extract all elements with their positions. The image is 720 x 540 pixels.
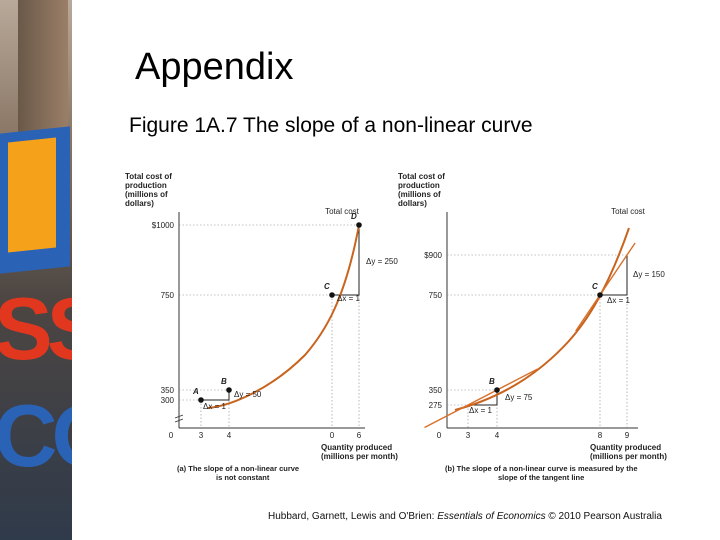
point-b [494, 387, 500, 393]
delta-y-annotation: Δy = 150 [633, 270, 665, 279]
x-axis-label-line: Quantity produced [321, 443, 392, 452]
delta-x-annotation: Δx = 1 [469, 406, 492, 415]
x-tick-label: 0 [330, 431, 335, 440]
y-axis-label-line: (millions of [125, 190, 168, 199]
y-axis-label-line: production [125, 181, 167, 190]
point-label: A [192, 387, 199, 396]
delta-x-annotation: Δx = 1 [337, 294, 360, 303]
guide-lines [447, 254, 628, 428]
panel-caption: (b) The slope of a non-linear curve is m… [445, 464, 638, 482]
cover-arm [18, 0, 68, 140]
total-cost-curve [207, 224, 360, 409]
chart-panel-a: Total cost of production (millions of do… [125, 172, 398, 482]
x-tick-label: 0 [169, 431, 174, 440]
caption-line: slope of the tangent line [498, 473, 584, 482]
panel-caption: (a) The slope of a non-linear curve is n… [177, 464, 299, 482]
caption-line: (a) The slope of a non-linear curve [177, 464, 299, 473]
tangent-lines [424, 242, 636, 429]
point-a [198, 397, 204, 403]
cover-photo: SS CO [0, 0, 72, 540]
point-b [226, 387, 232, 393]
x-axis-label-line: (millions per month) [321, 452, 398, 461]
points-layer: A B C D [192, 212, 362, 403]
caption-line: is not constant [216, 473, 270, 482]
change-triangle [332, 225, 360, 296]
delta-y-annotation: Δy = 50 [234, 390, 262, 399]
x-tick-label: 9 [625, 431, 630, 440]
delta-x-annotation: Δx = 1 [203, 402, 226, 411]
tangent-line [575, 242, 636, 332]
change-annotations: Δy = 150 Δx = 1 Δy = 75 Δx = 1 [469, 270, 665, 415]
y-axis-label-line: dollars) [398, 199, 427, 208]
y-axis-label-line: Total cost of [398, 172, 445, 181]
axis-break-mark [174, 414, 184, 423]
delta-y-annotation: Δy = 75 [505, 393, 533, 402]
y-tick-label: 350 [429, 386, 443, 395]
point-label: B [489, 377, 495, 386]
x-axis-label-line: (millions per month) [590, 452, 667, 461]
delta-y-annotation: Δy = 250 [366, 257, 398, 266]
change-annotations: Δy = 250 Δx = 1 Δy = 50 Δx = 1 [203, 257, 398, 411]
y-axis-label-line: dollars) [125, 199, 154, 208]
tangent-line [424, 368, 538, 429]
x-tick-label: 4 [495, 431, 500, 440]
x-tick-label: 0 [437, 431, 442, 440]
change-triangle [600, 255, 628, 296]
footer-copyright: © 2010 Pearson Australia [545, 511, 662, 522]
y-axis-label-line: Total cost of [125, 172, 172, 181]
cover-letters-co: CO [0, 386, 72, 485]
cover-letters-ss: SS [0, 279, 72, 378]
change-triangle [201, 390, 230, 401]
x-tick-label: 3 [466, 431, 471, 440]
chart-panel-b: Total cost of production (millions of do… [398, 172, 667, 482]
guide-lines [179, 224, 360, 428]
footer-authors: Hubbard, Garnett, Lewis and O'Brien: [268, 511, 438, 522]
y-tick-label: 750 [161, 291, 175, 300]
cover-book-strip [8, 137, 56, 253]
point-label: D [351, 212, 357, 221]
caption-line: (b) The slope of a non-linear curve is m… [445, 464, 638, 473]
series-label: Total cost [611, 207, 646, 216]
y-tick-label: 750 [429, 291, 443, 300]
y-axis-label-line: production [398, 181, 440, 190]
x-tick-label: 3 [199, 431, 204, 440]
points-layer: BC [489, 282, 603, 393]
point-c [329, 292, 335, 298]
x-axis-label-line: Quantity produced [590, 443, 661, 452]
point-c [597, 292, 603, 298]
y-tick-label: $900 [424, 251, 442, 260]
total-cost-curve [454, 227, 630, 411]
series-label: Total cost [325, 207, 360, 216]
total-cost-curve-layer [207, 224, 360, 409]
copyright-footer: Hubbard, Garnett, Lewis and O'Brien: Ess… [268, 511, 662, 522]
y-tick-label: $1000 [152, 221, 175, 230]
point-label: C [324, 282, 330, 291]
slide-title: Appendix [135, 46, 294, 88]
x-tick-label: 4 [227, 431, 232, 440]
y-tick-label: 300 [161, 396, 175, 405]
y-axis-label-line: (millions of [398, 190, 441, 199]
delta-x-annotation: Δx = 1 [607, 296, 630, 305]
x-axis-label: Quantity produced (millions per month) [321, 443, 398, 461]
point-label: B [221, 377, 227, 386]
total-cost-curve-layer [454, 227, 630, 411]
y-tick-label: 350 [161, 386, 175, 395]
y-tick-label: 275 [429, 401, 443, 410]
x-axis-label: Quantity produced (millions per month) [590, 443, 667, 461]
x-tick-label: 8 [598, 431, 603, 440]
x-tick-label: 6 [357, 431, 362, 440]
footer-book-title: Essentials of Economics [437, 511, 546, 522]
figure-title: Figure 1A.7 The slope of a non-linear cu… [129, 114, 533, 137]
y-axis-label: Total cost of production (millions of do… [125, 172, 172, 208]
y-axis-label: Total cost of production (millions of do… [398, 172, 445, 208]
point-d [356, 222, 362, 228]
point-label: C [592, 282, 598, 291]
